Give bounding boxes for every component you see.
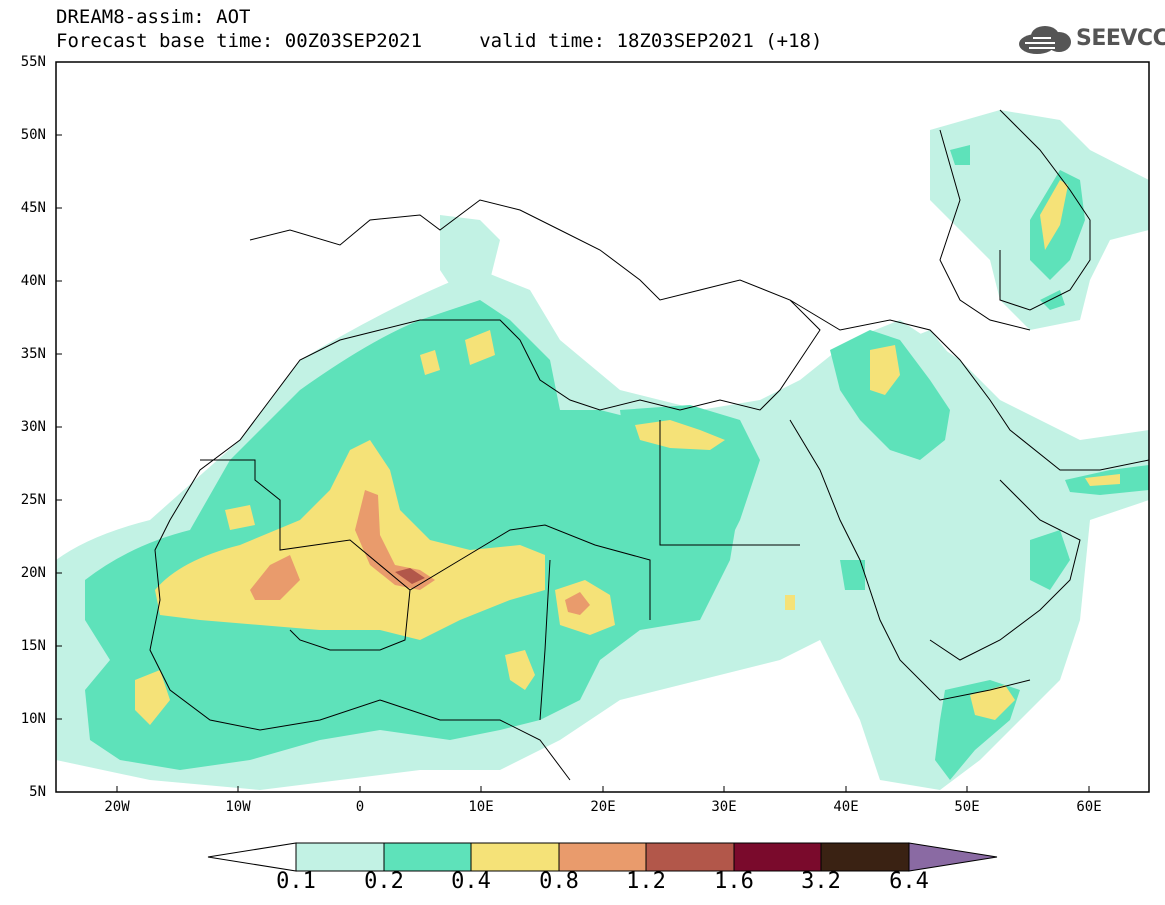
aot-level-1-2 <box>395 568 425 584</box>
seevccc-logo-text: SEEVCCC <box>1076 26 1165 51</box>
lon-label: 60E <box>1076 799 1102 815</box>
lat-label: 5N <box>29 784 46 800</box>
map-title: DREAM8-assim: AOT <box>56 6 251 28</box>
lat-label: 25N <box>20 492 46 508</box>
colorbar-label: 1.6 <box>714 869 754 894</box>
lon-label: 30E <box>711 799 737 815</box>
forecast-time-line: Forecast base time: 00Z03SEP2021 valid t… <box>56 30 823 52</box>
lat-label: 50N <box>20 127 46 143</box>
colorbar-label: 3.2 <box>801 869 841 894</box>
coastlines <box>149 109 1149 781</box>
lat-label: 15N <box>20 638 46 654</box>
colorbar-label: 0.2 <box>364 869 404 894</box>
lon-label: 20W <box>104 799 130 815</box>
cloud-icon <box>1019 26 1071 54</box>
lon-label: 40E <box>833 799 859 815</box>
lon-label: 20E <box>590 799 616 815</box>
lat-label: 40N <box>20 273 46 289</box>
colorbar-label: 1.2 <box>626 869 666 894</box>
lon-label: 10E <box>468 799 494 815</box>
colorbar-label: 0.4 <box>451 869 491 894</box>
lat-label: 20N <box>20 565 46 581</box>
colorbar-label: 6.4 <box>889 869 929 894</box>
lon-label: 50E <box>954 799 980 815</box>
lat-label: 55N <box>20 54 46 70</box>
lat-label: 10N <box>20 711 46 727</box>
lat-label: 45N <box>20 200 46 216</box>
aot-level-0-8 <box>250 490 590 615</box>
lat-label: 30N <box>20 419 46 435</box>
axis-ticks <box>56 134 1090 792</box>
lon-label: 10W <box>225 799 251 815</box>
colorbar-label: 0.1 <box>276 869 316 894</box>
colorbar-label: 0.8 <box>539 869 579 894</box>
lat-label: 35N <box>20 346 46 362</box>
lon-label: 0 <box>355 799 365 815</box>
colorbar <box>207 842 998 872</box>
